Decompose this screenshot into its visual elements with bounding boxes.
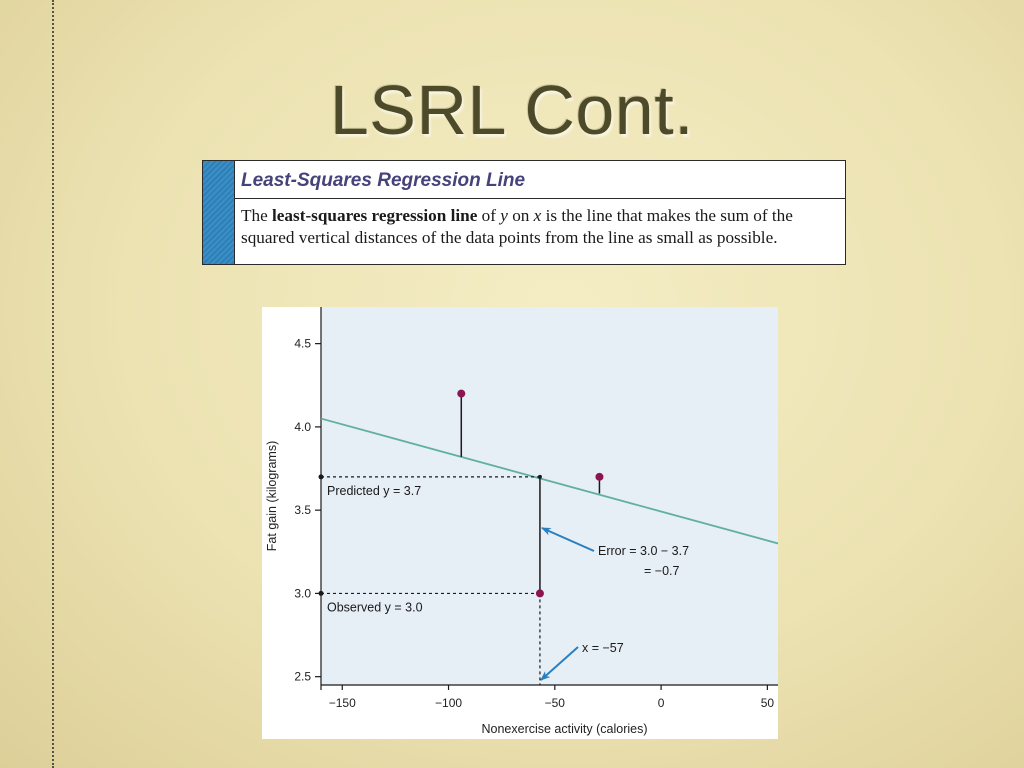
chart-panel: 2.5 3.0 3.5 4.0 4.5 −150 −100 −50 0 50 Nonexercise…: [262, 307, 778, 739]
y-tick-label: 2.5: [294, 670, 311, 684]
definition-text: of: [477, 206, 501, 225]
predicted-annotation: Predicted y = 3.7: [327, 484, 421, 498]
observed-annotation: Observed y = 3.0: [327, 600, 423, 614]
x-tick-label: 0: [658, 696, 665, 710]
x-tick-label: −100: [435, 696, 462, 710]
error-arrow: [541, 527, 595, 552]
plot-area: [321, 307, 778, 685]
predicted-point: [537, 474, 542, 479]
definition-text: on: [507, 206, 534, 225]
definition-text: is the line that makes the sum of the sq…: [241, 206, 793, 247]
x-tick-label: −150: [329, 696, 356, 710]
data-point: [595, 472, 604, 481]
data-point: [535, 589, 544, 598]
definition-stripe: [203, 161, 235, 264]
slide-binding-edge: [52, 0, 54, 768]
definition-body: The least-squares regression line of y o…: [241, 205, 839, 249]
x-value-annotation: x = −57: [582, 641, 624, 655]
error-annotation-line2: = −0.7: [644, 564, 679, 578]
scatter-chart: 2.5 3.0 3.5 4.0 4.5 −150 −100 −50 0 50 Nonexercise…: [265, 307, 778, 736]
x-tick-label: −50: [545, 696, 566, 710]
definition-header: Least-Squares Regression Line: [235, 161, 845, 199]
y-axis-label: Fat gain (kilograms): [265, 441, 279, 551]
y-tick-label: 3.5: [294, 503, 311, 517]
axis-marker-predicted: [318, 474, 324, 480]
y-tick-label: 3.0: [294, 586, 311, 600]
x-axis-label: Nonexercise activity (calories): [481, 722, 647, 736]
definition-var-y: y: [500, 206, 508, 225]
definition-var-x: x: [533, 206, 542, 225]
axis-marker-observed: [318, 590, 324, 596]
x-value-arrow: [540, 646, 579, 681]
definition-box: Least-Squares Regression Line The least-…: [202, 160, 846, 265]
definition-text: The: [241, 206, 273, 225]
definition-term: least-squares regression line: [272, 206, 478, 225]
regression-line: [320, 417, 778, 545]
x-tick-label: 50: [761, 696, 775, 710]
slide-title: LSRL Cont.: [329, 71, 695, 149]
data-point: [457, 389, 466, 398]
y-tick-label: 4.0: [294, 420, 311, 434]
error-annotation-line1: Error = 3.0 − 3.7: [598, 544, 689, 558]
y-tick-label: 4.5: [294, 337, 311, 351]
